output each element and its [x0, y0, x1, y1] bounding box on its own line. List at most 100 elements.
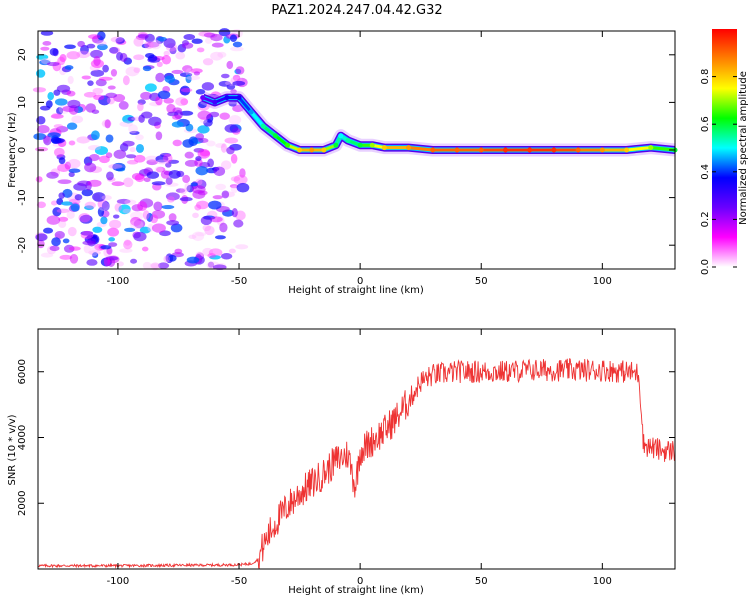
spectrogram-noise-blob [155, 96, 163, 106]
spectrogram-ridge-point [551, 147, 557, 153]
spectrogram-noise-blob [230, 185, 238, 194]
snr-y-tick-label: 2000 [17, 491, 28, 516]
colorbar-scale [712, 29, 737, 267]
spectrogram-noise-blob [35, 69, 46, 78]
spectrogram-noise-blob [95, 78, 107, 87]
spectrogram-noise-blob [67, 158, 81, 169]
spectrogram-noise-blob [42, 41, 52, 46]
spectrogram-y-tick-label: -10 [17, 189, 28, 205]
spectrogram-noise-blob [39, 105, 51, 111]
spectrogram-noise-blob [92, 192, 106, 202]
spectrogram-noise-blob [140, 91, 152, 100]
spectrogram-x-tick-label: 0 [357, 276, 363, 287]
spectrogram-noise-blob [130, 216, 142, 226]
colorbar-tick-label: 0.4 [700, 164, 711, 180]
spectrogram-noise-blob [195, 166, 209, 176]
spectrogram-noise-blob [43, 135, 52, 146]
snr-x-tick-label: 0 [357, 576, 363, 587]
spectrogram-noise-blob [36, 201, 46, 209]
spectrogram-noise-blob [81, 75, 92, 80]
spectrogram-noise-blob [61, 89, 72, 95]
spectrogram-noise-blob [64, 161, 72, 170]
spectrogram-noise-blob [193, 71, 201, 76]
spectrogram-noise-blob [209, 216, 223, 223]
colorbar-label: Normalized spectral amplitude [738, 71, 749, 225]
spectrogram-noise-blob [66, 210, 75, 219]
spectrogram-noise-blob [160, 170, 170, 179]
spectrogram-noise-blob [59, 54, 67, 63]
spectrogram-noise-blob [88, 34, 101, 40]
spectrogram-noise-blob [150, 262, 161, 269]
spectrogram-noise-blob [198, 31, 213, 37]
spectrogram-noise-blob [111, 181, 125, 187]
spectrogram-noise-blob [36, 54, 49, 60]
spectrogram-noise-blob [90, 49, 103, 59]
spectrogram-noise-blob [205, 37, 213, 44]
spectrogram-noise-blob [188, 136, 198, 147]
spectrogram-noise-blob [209, 255, 222, 260]
spectrogram-noise-blob [175, 51, 186, 60]
spectrogram-noise-blob [100, 216, 108, 225]
spectrogram-noise-blob [151, 181, 166, 186]
spectrogram-noise-blob [87, 145, 101, 151]
snr-frame [37, 328, 676, 570]
snr-xlabel: Height of straight line (km) [288, 585, 424, 596]
spectrogram-noise-blob [92, 87, 104, 95]
spectrogram-noise-blob [40, 30, 54, 36]
spectrogram-noise-blob [100, 245, 112, 250]
snr-ylabel: SNR (10 * v/v) [7, 414, 18, 485]
spectrogram-noise-blob [143, 177, 151, 183]
spectrogram-noise-blob [149, 101, 163, 107]
spectrogram-noise-blob [215, 183, 227, 191]
spectrogram-noise-blob [207, 253, 216, 258]
spectrogram-noise-blob [116, 198, 131, 205]
spectrogram-ridge-segment [625, 146, 653, 152]
spectrogram-noise-blob [137, 33, 149, 39]
spectrogram-ridge-point [338, 133, 344, 139]
spectrogram-noise-blob [105, 152, 113, 159]
spectrogram-noise-blob [201, 82, 215, 91]
spectrogram-noise-blob [37, 239, 45, 249]
spectrogram-noise-blob [106, 171, 114, 181]
spectrogram-noise-blob [202, 58, 214, 66]
spectrogram-noise-blob [35, 147, 49, 152]
spectrogram-noise-blob [123, 177, 134, 188]
spectrogram-noise-blob [79, 214, 93, 224]
spectrogram-noise-blob [89, 246, 99, 257]
spectrogram-noise-blob [113, 149, 127, 159]
spectrogram-noise-blob [77, 40, 85, 48]
spectrogram-x-tick-label: 100 [593, 276, 612, 287]
spectrogram-noise-blob [56, 125, 69, 133]
spectrogram-noise-blob [230, 153, 238, 164]
spectrogram-noise-blob [220, 73, 230, 79]
spectrogram-noise-blob [49, 245, 60, 252]
spectrogram-noise-blob [170, 223, 183, 233]
spectrogram-noise-blob [98, 201, 110, 212]
spectrogram-noise-blob [142, 261, 152, 270]
spectrogram-noise-blob [131, 204, 144, 212]
spectrogram-noise-blob [192, 231, 205, 242]
spectrogram-noise-blob [224, 124, 239, 133]
spectrogram-noise-blob [202, 224, 212, 232]
spectrogram-noise-blob [46, 171, 59, 179]
spectrogram-ridge-point [345, 137, 351, 143]
spectrogram-noise-blob [161, 55, 172, 65]
spectrogram-noise-blob [47, 132, 61, 139]
spectrogram-noise-blob [49, 47, 59, 56]
spectrogram-x-tick-label: -100 [107, 276, 130, 287]
spectrogram-noise-blob [218, 28, 231, 37]
spectrogram-noise-blob [191, 38, 203, 44]
spectrogram-ridge-point [406, 145, 412, 151]
spectrogram-ridge-point [309, 147, 315, 153]
spectrogram-noise-blob [67, 226, 77, 237]
spectrogram-ridge-point [575, 147, 581, 153]
spectrogram-noise-blob [214, 235, 226, 240]
spectrogram-noise-blob [58, 220, 67, 228]
spectrogram-noise-blob [33, 133, 47, 141]
spectrogram-noise-blob [129, 130, 140, 135]
spectrogram-noise-blob [81, 189, 93, 197]
spectrogram-noise-blob [195, 232, 207, 237]
spectrogram-noise-blob [232, 80, 246, 86]
spectrogram-noise-blob [122, 75, 130, 86]
